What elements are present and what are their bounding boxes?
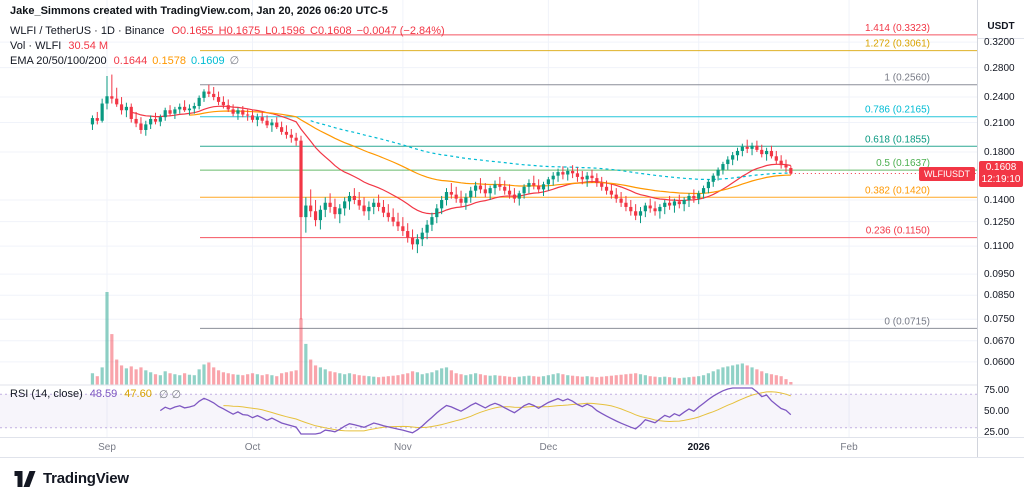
rsi-value: 48.59	[89, 388, 118, 400]
rsi-ma-value: 47.60	[124, 388, 152, 400]
svg-text:1 (0.2560): 1 (0.2560)	[884, 73, 930, 84]
price-tick: 0.0600	[984, 356, 1015, 368]
time-axis[interactable]: Sep Oct Nov Dec 2026 Feb	[0, 437, 1024, 457]
ema50-value: 0.1578	[152, 55, 186, 67]
rsi-legend-row[interactable]: RSI (14, close) 48.59 47.60 ∅ ∅	[10, 388, 181, 401]
ema20-value: 0.1644	[113, 55, 148, 67]
price-tick: 0.2400	[984, 92, 1015, 104]
ohlc-close: C0.1608	[310, 25, 352, 37]
tradingview-wordmark[interactable]: TradingView	[43, 470, 129, 487]
svg-text:0.5 (0.1637): 0.5 (0.1637)	[876, 158, 930, 169]
svg-text:0.786 (0.2165): 0.786 (0.2165)	[865, 105, 930, 116]
price-tick: 0.1250	[984, 216, 1015, 228]
volume-label: Vol · WLFI	[10, 40, 62, 52]
axis-currency-label: USDT	[987, 21, 1015, 32]
rsi-tick: 25.00	[984, 427, 1010, 438]
rsi-hidden-icons[interactable]: ∅ ∅	[158, 389, 182, 401]
time-axis-label: Nov	[393, 442, 412, 453]
svg-text:0.236 (0.1150): 0.236 (0.1150)	[866, 226, 930, 237]
bar-countdown: 12:19:10	[981, 173, 1021, 185]
symbol-title: WLFI / TetherUS · 1D · Binance	[10, 25, 165, 37]
time-axis-label: 2026	[687, 442, 710, 453]
tradingview-logo-icon[interactable]	[14, 470, 36, 487]
symbol-price-tag: WLFIUSDT	[919, 166, 975, 181]
price-tick: 0.1400	[984, 195, 1015, 206]
axis-divider	[978, 38, 1024, 39]
price-tick: 0.0750	[984, 314, 1015, 326]
ohlc-open: O0.1655	[171, 25, 214, 37]
chart-canvas[interactable]: 1.414 (0.3323) 1.272 (0.3061) 1 (0.2560) 0.…	[0, 0, 977, 437]
svg-text:0.382 (0.1420): 0.382 (0.1420)	[865, 185, 930, 196]
ema100-value: 0.1609	[190, 55, 225, 67]
svg-text:0.618 (0.1855): 0.618 (0.1855)	[865, 134, 930, 145]
time-axis-label: Sep	[98, 442, 116, 453]
ema-hidden-icon[interactable]: ∅	[229, 55, 240, 67]
rsi-label: RSI (14, close)	[10, 388, 83, 400]
ohlc-change: −0.0047 (−2.84%)	[356, 25, 445, 37]
ohlc-low: L0.1596	[265, 25, 306, 37]
last-price-badge: 0.1608 12:19:10	[979, 160, 1023, 187]
ohlc-high: H0.1675	[218, 25, 261, 37]
rsi-tick: 75.00	[984, 385, 1010, 396]
price-axis[interactable]: USDT 0.1608 12:19:10 0.3200 0.2800 0.2400 0…	[977, 0, 1024, 457]
volume-legend-row[interactable]: Vol · WLFI 30.54 M	[10, 39, 445, 54]
time-axis-label: Dec	[539, 442, 558, 453]
last-price-value: 0.1608	[985, 161, 1017, 173]
price-tick: 0.1100	[984, 241, 1014, 253]
svg-text:1.272 (0.3061): 1.272 (0.3061)	[865, 39, 930, 50]
rsi-tick: 50.00	[984, 406, 1010, 417]
price-tick: 0.0950	[984, 269, 1015, 281]
price-tick: 0.0670	[984, 335, 1015, 347]
indicator-legend: WLFI / TetherUS · 1D · Binance O0.1655 H…	[10, 24, 445, 69]
time-axis-label: Feb	[840, 442, 858, 453]
volume-value: 30.54 M	[68, 40, 109, 52]
svg-text:1.414 (0.3323): 1.414 (0.3323)	[865, 23, 930, 34]
ema-label: EMA 20/50/100/200	[10, 55, 107, 67]
symbol-legend-row[interactable]: WLFI / TetherUS · 1D · Binance O0.1655 H…	[10, 24, 445, 39]
price-tick: 0.3200	[984, 37, 1015, 49]
attribution-text: Jake_Simmons created with TradingView.co…	[10, 5, 388, 17]
price-tick: 0.1800	[984, 147, 1015, 158]
time-axis-label: Oct	[244, 442, 261, 453]
svg-text:0 (0.0715): 0 (0.0715)	[884, 316, 930, 327]
ema-legend-row[interactable]: EMA 20/50/100/200 0.1644 0.1578 0.1609 ∅	[10, 54, 445, 69]
price-tick: 0.2800	[984, 62, 1015, 74]
footer-bar: TradingView	[0, 457, 1024, 499]
price-tick: 0.0850	[984, 290, 1015, 302]
price-tick: 0.2100	[984, 117, 1015, 129]
